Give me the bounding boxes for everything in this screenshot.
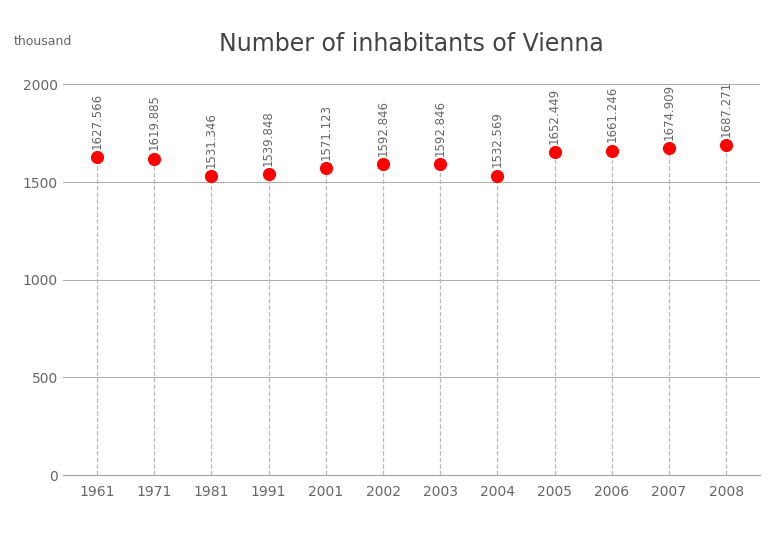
Point	[434, 160, 446, 168]
Text: 1532.569: 1532.569	[491, 111, 504, 167]
Text: 1674.909: 1674.909	[662, 83, 676, 139]
Point	[148, 154, 161, 163]
Text: 1661.246: 1661.246	[605, 86, 619, 142]
Point	[662, 144, 675, 152]
Text: 1592.846: 1592.846	[434, 99, 447, 156]
Point	[263, 170, 275, 179]
Point	[91, 153, 103, 161]
Point	[720, 141, 732, 150]
Text: 1652.449: 1652.449	[548, 88, 561, 144]
Text: 1592.846: 1592.846	[376, 99, 390, 156]
Text: 1687.271: 1687.271	[720, 81, 733, 137]
Point	[548, 148, 561, 157]
Point	[320, 164, 332, 172]
Text: 1627.566: 1627.566	[90, 93, 103, 149]
Text: 1531.346: 1531.346	[205, 112, 218, 167]
Text: 1571.123: 1571.123	[319, 104, 332, 160]
Point	[605, 146, 618, 155]
Text: thousand: thousand	[14, 36, 72, 49]
Point	[205, 172, 218, 180]
Text: 1619.885: 1619.885	[147, 94, 161, 150]
Point	[377, 160, 390, 168]
Point	[491, 171, 503, 180]
Text: 1539.848: 1539.848	[262, 110, 275, 166]
Title: Number of inhabitants of Vienna: Number of inhabitants of Vienna	[220, 32, 604, 56]
